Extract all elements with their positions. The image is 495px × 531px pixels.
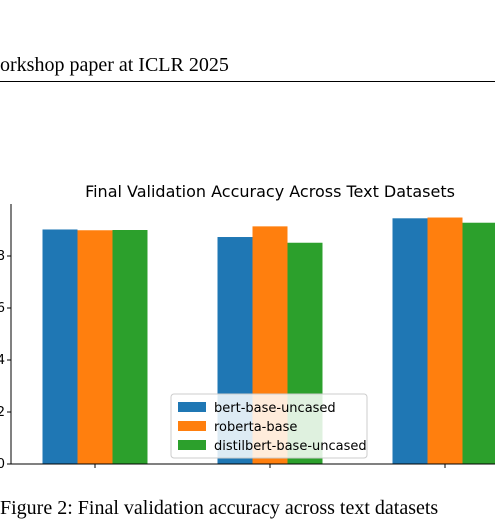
- legend-swatch-roberta-base: [178, 421, 206, 431]
- x-axis-ticks: ag_newssst2yelp_polarity: [67, 464, 487, 487]
- y-axis-ticks: .0 .2 .4 .6 .8: [0, 249, 11, 472]
- y-tick-label: .4: [0, 353, 5, 368]
- legend-label-bert-base-uncased: bert-base-uncased: [214, 401, 336, 416]
- legend-swatch-distilbert-base-uncased: [178, 440, 206, 450]
- legend-label-distilbert-base-uncased: distilbert-base-uncased: [214, 439, 367, 454]
- chart-title: Final Validation Accuracy Across Text Da…: [85, 182, 455, 201]
- bar-distilbert-base-uncased-yelp_polarity: [462, 222, 495, 464]
- page-header: orkshop paper at ICLR 2025: [0, 54, 229, 76]
- legend-label-roberta-base: roberta-base: [214, 420, 297, 435]
- legend-swatch-bert-base-uncased: [178, 402, 206, 412]
- y-tick-label: .2: [0, 405, 5, 420]
- y-tick-label: .8: [0, 249, 5, 264]
- y-tick-label: .0: [0, 457, 5, 470]
- figure: Final Validation Accuracy Across Text Da…: [0, 170, 495, 487]
- accuracy-bar-chart: Final Validation Accuracy Across Text Da…: [0, 182, 495, 487]
- bar-bert-base-uncased-yelp_polarity: [392, 218, 428, 464]
- bar-roberta-base-yelp_polarity: [427, 217, 463, 464]
- y-tick-label: .6: [0, 301, 5, 316]
- bar-roberta-base-ag_news: [77, 230, 113, 464]
- figure-caption: Figure 2: Final validation accuracy acro…: [0, 497, 439, 519]
- legend-box: [170, 393, 368, 459]
- header-rule: [0, 81, 495, 82]
- bar-distilbert-base-uncased-ag_news: [112, 230, 148, 464]
- bar-bert-base-uncased-ag_news: [42, 229, 78, 464]
- legend: bert-base-uncased roberta-base distilbert-…: [170, 393, 368, 459]
